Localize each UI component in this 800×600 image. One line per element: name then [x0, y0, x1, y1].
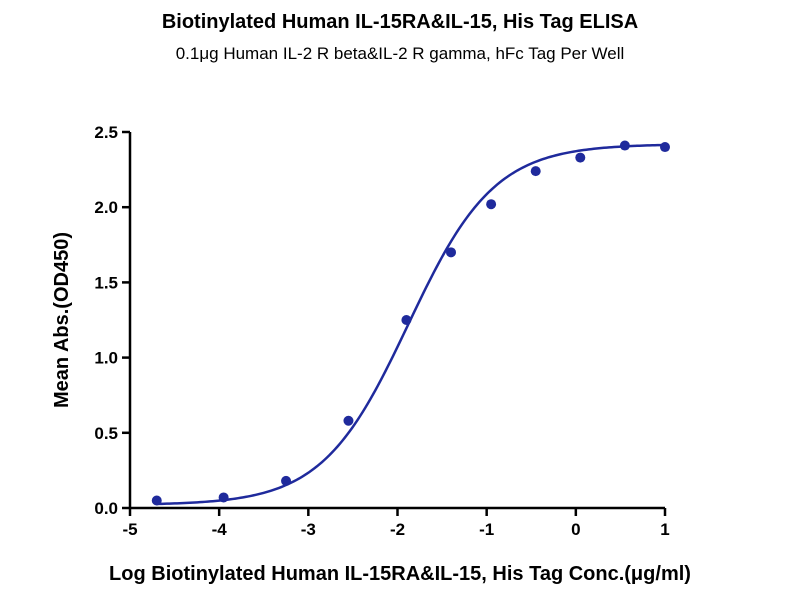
data-point	[486, 199, 497, 210]
y-tick-label: 0.5	[94, 424, 118, 443]
x-tick-label: -4	[212, 520, 228, 539]
data-points	[151, 140, 670, 506]
chart-subtitle: 0.1μg Human IL-2 R beta&IL-2 R gamma, hF…	[176, 44, 625, 63]
data-point	[660, 142, 670, 153]
y-axis-label: Mean Abs.(OD450)	[51, 232, 73, 408]
x-tick-label: 0	[571, 520, 580, 539]
x-axis-label: Log Biotinylated Human IL-15RA&IL-15, Hi…	[109, 563, 691, 585]
data-point	[281, 475, 292, 486]
x-tick-label: -5	[122, 520, 137, 539]
axes: -5 -4 -3 -2 -1 0 1 0.0 0.5 1.0 1.5 2.0 2.5	[94, 123, 669, 539]
data-point	[343, 415, 354, 426]
data-point	[575, 152, 586, 163]
fit-curve	[156, 143, 666, 506]
fit-curve-group	[156, 143, 666, 506]
x-tick-label: -3	[301, 520, 316, 539]
data-point	[218, 492, 229, 503]
data-point	[151, 495, 162, 506]
chart-title: Biotinylated Human IL-15RA&IL-15, His Ta…	[162, 11, 638, 33]
y-tick-label: 2.5	[94, 123, 118, 142]
data-point	[530, 166, 541, 177]
data-point	[401, 315, 412, 325]
data-point	[446, 247, 456, 258]
x-tick-label: -1	[479, 520, 494, 539]
y-tick-label: 1.0	[94, 349, 118, 368]
y-tick-label: 1.5	[94, 273, 118, 292]
y-tick-label: 0.0	[94, 499, 118, 518]
x-tick-label: -2	[390, 520, 405, 539]
x-tick-label: 1	[660, 520, 669, 539]
data-point	[619, 140, 630, 151]
y-tick-label: 2.0	[94, 198, 118, 217]
